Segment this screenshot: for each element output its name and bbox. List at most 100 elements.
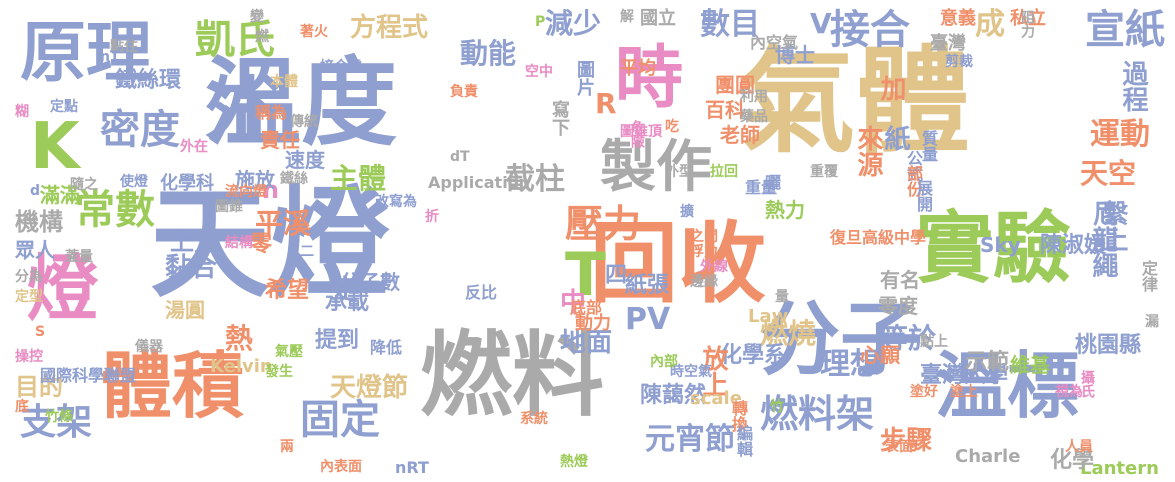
word: 四 [605, 263, 628, 288]
word: 紙 [880, 125, 910, 151]
word: K [30, 110, 80, 184]
word: scale [690, 388, 742, 409]
word: 截柱 [505, 162, 565, 197]
word: 壓力 [565, 202, 642, 246]
word: 剪裁 [945, 54, 973, 70]
word: 維基 [1010, 353, 1050, 377]
word: 百科 [705, 98, 745, 122]
word: 化學系 [720, 343, 787, 368]
word: 陳淑媛 [1040, 233, 1107, 258]
word: 變 [250, 9, 264, 25]
word: nT [100, 49, 120, 65]
word: 動力 [575, 313, 611, 334]
word: 操控 [15, 349, 43, 365]
word: 兩 [280, 439, 294, 455]
word: Sky [980, 233, 1021, 257]
word: 轉換 [729, 400, 748, 432]
word: 運動 [1090, 117, 1150, 152]
word: 機構 [15, 208, 63, 236]
word: 編輯 [734, 425, 753, 457]
word: Charle [955, 446, 1021, 467]
word: 天空 [1080, 157, 1137, 190]
word: 減少 [545, 7, 602, 40]
word: 意義 [940, 8, 976, 29]
word: 擴 [680, 204, 694, 220]
word: 提到 [315, 328, 360, 353]
word: 展開 [914, 180, 933, 212]
word: 步驟 [880, 426, 933, 456]
word: 承載 [325, 290, 370, 315]
word: 降低 [370, 338, 403, 357]
word: 邊緣 [690, 274, 718, 290]
word: PV [625, 302, 671, 337]
word: 元宵節 [645, 422, 735, 457]
word: 私立 [1010, 8, 1046, 29]
word: 燃 [255, 29, 269, 45]
word: 外型 [665, 164, 693, 180]
word: 滿滿 [40, 183, 80, 207]
word: 定 [328, 275, 358, 301]
word: 質量 [919, 130, 938, 162]
word: 中 [560, 288, 587, 318]
word: 分子 [760, 293, 920, 386]
word: 臺灣大學 [920, 363, 1009, 388]
word: 方程式 [350, 13, 429, 43]
word: 老師 [720, 123, 760, 147]
word: 重覆 [810, 164, 838, 180]
word: 平溪 [255, 207, 312, 240]
word: 國際科學聯盟 [40, 366, 137, 385]
word: 漏 [1145, 314, 1159, 330]
word: Lantern [1080, 458, 1159, 479]
word: 人員 [1065, 439, 1093, 455]
word: 凱氏 [195, 17, 275, 63]
word: n [262, 176, 280, 204]
word: 竹 [770, 399, 784, 415]
word: 結構 [225, 235, 253, 251]
word: 來源 [853, 125, 883, 177]
word: 表面 [885, 439, 913, 455]
word: 燃料 [420, 322, 605, 429]
word: 尼龍繩 [1088, 200, 1118, 278]
word: 放上 [698, 345, 728, 397]
word: 復旦高級中學 [830, 228, 927, 247]
word: 天燈 [150, 175, 390, 314]
word: 曬 [765, 173, 782, 192]
word: 底部 [570, 298, 603, 317]
word: 示範 [965, 350, 1010, 375]
word: 危險 [629, 120, 645, 148]
word: 圖錐 [215, 199, 243, 215]
word: 外線 [700, 259, 728, 275]
word: 蓋量 [65, 249, 93, 265]
word: 過程 [1118, 60, 1148, 112]
word: 化學 [1050, 448, 1095, 473]
word: 時空氣 [670, 364, 712, 380]
word: dT [450, 149, 470, 165]
word: 圖錐頂 [620, 124, 662, 140]
word: 部份 [904, 165, 923, 197]
word: 零 [250, 232, 273, 257]
word: 著火 [300, 24, 328, 40]
word: 改寫為 [375, 194, 417, 210]
word: 等於 [880, 322, 937, 355]
word: 鐵絲 [280, 171, 308, 187]
word: 內空氣 [750, 33, 799, 52]
word: Application [428, 173, 531, 192]
word: nRT [395, 458, 429, 477]
word: 陳藹然 [640, 383, 707, 408]
word: 固定 [300, 397, 380, 443]
word: 速度 [285, 148, 325, 172]
word: 紙張 [625, 273, 670, 298]
word: 零度 [878, 294, 918, 318]
word: 溫度 [205, 47, 397, 159]
word: 原理 [20, 14, 152, 91]
word: 責任 [260, 128, 300, 152]
word: 儀器 [135, 339, 163, 355]
word: 稱為 [255, 103, 288, 122]
word: 定點 [50, 99, 78, 115]
word: 接合 [830, 7, 910, 53]
word: 接合處 [320, 59, 362, 75]
word: 化學科 [160, 173, 214, 194]
word: 動能 [460, 37, 517, 70]
word: 吃 [665, 119, 679, 135]
word: 竹條 [45, 409, 73, 425]
